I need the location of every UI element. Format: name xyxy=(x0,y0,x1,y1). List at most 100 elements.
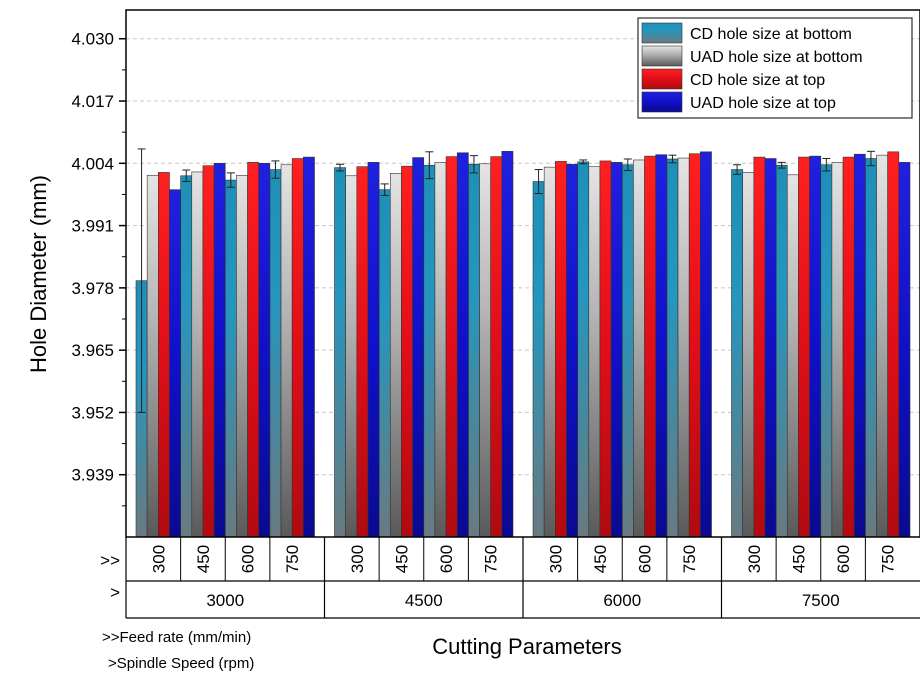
bar-uad-hole-size-at-top xyxy=(258,163,271,538)
legend-label: CD hole size at top xyxy=(690,72,825,89)
bar-cd-hole-size-at-top xyxy=(202,165,215,538)
legend-swatch xyxy=(641,45,683,67)
legend-label: UAD hole size at top xyxy=(690,95,836,112)
feed-rate-label: 450 xyxy=(194,545,213,573)
bar-uad-hole-size-at-bottom xyxy=(434,162,447,538)
spindle-speed-label: 4500 xyxy=(405,591,443,610)
bar-uad-hole-size-at-bottom xyxy=(236,174,248,538)
feed-rate-note: >>Feed rate (mm/min) xyxy=(102,629,251,646)
bar-cd-hole-size-at-bottom xyxy=(180,175,193,538)
bar-uad-hole-size-at-bottom xyxy=(588,166,601,538)
y-tick-label: 3.978 xyxy=(71,279,114,298)
error-bars xyxy=(137,148,875,413)
feed-rate-label: 600 xyxy=(239,545,258,573)
bar-cd-hole-size-at-top xyxy=(644,155,657,538)
spindle-speed-label: 6000 xyxy=(603,591,641,610)
feed-rate-label: 750 xyxy=(680,545,699,573)
bar-uad-hole-size-at-bottom xyxy=(146,174,159,538)
feed-rate-label: 600 xyxy=(437,545,456,573)
y-axis-label: Hole Diameter (mm) xyxy=(26,175,51,373)
bar-uad-hole-size-at-top xyxy=(610,162,623,538)
bar-uad-hole-size-at-top xyxy=(566,163,578,538)
bar-uad-hole-size-at-top xyxy=(764,158,777,538)
bar-cd-hole-size-at-bottom xyxy=(334,167,346,538)
spindle-speed-label: 7500 xyxy=(802,591,840,610)
y-tick-label: 4.004 xyxy=(71,154,114,173)
bars xyxy=(135,151,911,538)
bar-uad-hole-size-at-top xyxy=(898,162,911,538)
bar-uad-hole-size-at-bottom xyxy=(831,162,844,538)
y-axis: 4.030 4.017 4.004 3.991 3.978 3.965 3.952 3.939 xyxy=(71,30,126,507)
bar-uad-hole-size-at-top xyxy=(303,156,315,538)
feed-rate-label: 300 xyxy=(546,545,565,573)
bar-cd-hole-size-at-top xyxy=(555,161,567,538)
bar-uad-hole-size-at-bottom xyxy=(633,159,645,538)
bar-cd-hole-size-at-bottom xyxy=(577,161,590,538)
bar-uad-hole-size-at-top xyxy=(501,151,514,538)
bar-cd-hole-size-at-bottom xyxy=(269,169,282,538)
bar-uad-hole-size-at-top xyxy=(169,189,181,538)
bar-uad-hole-size-at-top xyxy=(456,152,469,538)
bar-uad-hole-size-at-bottom xyxy=(280,164,293,538)
feed-rate-label: 300 xyxy=(348,545,367,573)
spindle-speed-label: 3000 xyxy=(206,591,244,610)
bar-cd-hole-size-at-top xyxy=(158,172,170,538)
bar-cd-hole-size-at-bottom xyxy=(378,189,391,538)
bar-cd-hole-size-at-bottom xyxy=(621,164,634,538)
legend-label: UAD hole size at bottom xyxy=(690,49,863,66)
feed-rate-label: 600 xyxy=(834,545,853,573)
feed-rate-label: 450 xyxy=(591,545,610,573)
bar-uad-hole-size-at-top xyxy=(367,162,380,538)
feed-rate-label: 600 xyxy=(636,545,655,573)
legend: CD hole size at bottom UAD hole size at b… xyxy=(637,17,913,119)
bar-cd-hole-size-at-top xyxy=(291,158,304,538)
feed-row-marker: >> xyxy=(100,551,120,570)
bar-cd-hole-size-at-bottom xyxy=(224,179,237,538)
y-tick-label: 3.965 xyxy=(71,341,114,360)
bar-cd-hole-size-at-bottom xyxy=(532,181,545,538)
y-tick-label: 4.030 xyxy=(71,30,114,49)
feed-rate-label: 750 xyxy=(482,545,501,573)
y-tick-label: 3.991 xyxy=(71,217,114,236)
bar-cd-hole-size-at-bottom xyxy=(423,164,436,538)
bar-uad-hole-size-at-top xyxy=(213,163,226,538)
spindle-speed-note: >Spindle Speed (rpm) xyxy=(108,655,254,672)
bar-uad-hole-size-at-bottom xyxy=(191,171,204,538)
bar-cd-hole-size-at-top xyxy=(247,162,260,538)
bar-cd-hole-size-at-top xyxy=(445,156,458,538)
feed-rate-label: 750 xyxy=(283,545,302,573)
speed-row-marker: > xyxy=(110,583,120,602)
bar-cd-hole-size-at-bottom xyxy=(865,158,877,538)
y-tick-label: 4.017 xyxy=(71,92,114,111)
bar-cd-hole-size-at-bottom xyxy=(775,164,788,538)
bar-cd-hole-size-at-top xyxy=(490,156,503,538)
bar-cd-hole-size-at-top xyxy=(798,156,810,538)
y-tick-label: 3.939 xyxy=(71,466,114,485)
bar-cd-hole-size-at-top xyxy=(401,165,413,538)
bar-cd-hole-size-at-top xyxy=(688,153,701,538)
bar-cd-hole-size-at-bottom xyxy=(666,158,679,538)
bar-uad-hole-size-at-bottom xyxy=(786,174,799,538)
legend-swatch xyxy=(641,91,683,113)
feed-rate-label: 450 xyxy=(392,545,411,573)
feed-rate-label: 300 xyxy=(745,545,764,573)
x-axis-label: Cutting Parameters xyxy=(432,634,622,659)
y-tick-label: 3.952 xyxy=(71,403,114,422)
bar-cd-hole-size-at-top xyxy=(599,160,612,538)
bar-uad-hole-size-at-bottom xyxy=(876,154,888,538)
bar-uad-hole-size-at-top xyxy=(700,151,712,538)
bar-cd-hole-size-at-bottom xyxy=(731,169,743,538)
bar-cd-hole-size-at-top xyxy=(356,166,369,538)
bar-cd-hole-size-at-top xyxy=(842,156,855,538)
bar-cd-hole-size-at-top xyxy=(753,156,766,538)
bar-uad-hole-size-at-bottom xyxy=(677,157,690,538)
bar-uad-hole-size-at-top xyxy=(853,153,866,538)
legend-box xyxy=(637,17,913,119)
bar-cd-hole-size-at-bottom xyxy=(820,164,833,538)
legend-swatch xyxy=(641,68,683,90)
bar-uad-hole-size-at-top xyxy=(412,157,425,538)
legend-swatch xyxy=(641,22,683,44)
bar-uad-hole-size-at-bottom xyxy=(742,172,755,538)
